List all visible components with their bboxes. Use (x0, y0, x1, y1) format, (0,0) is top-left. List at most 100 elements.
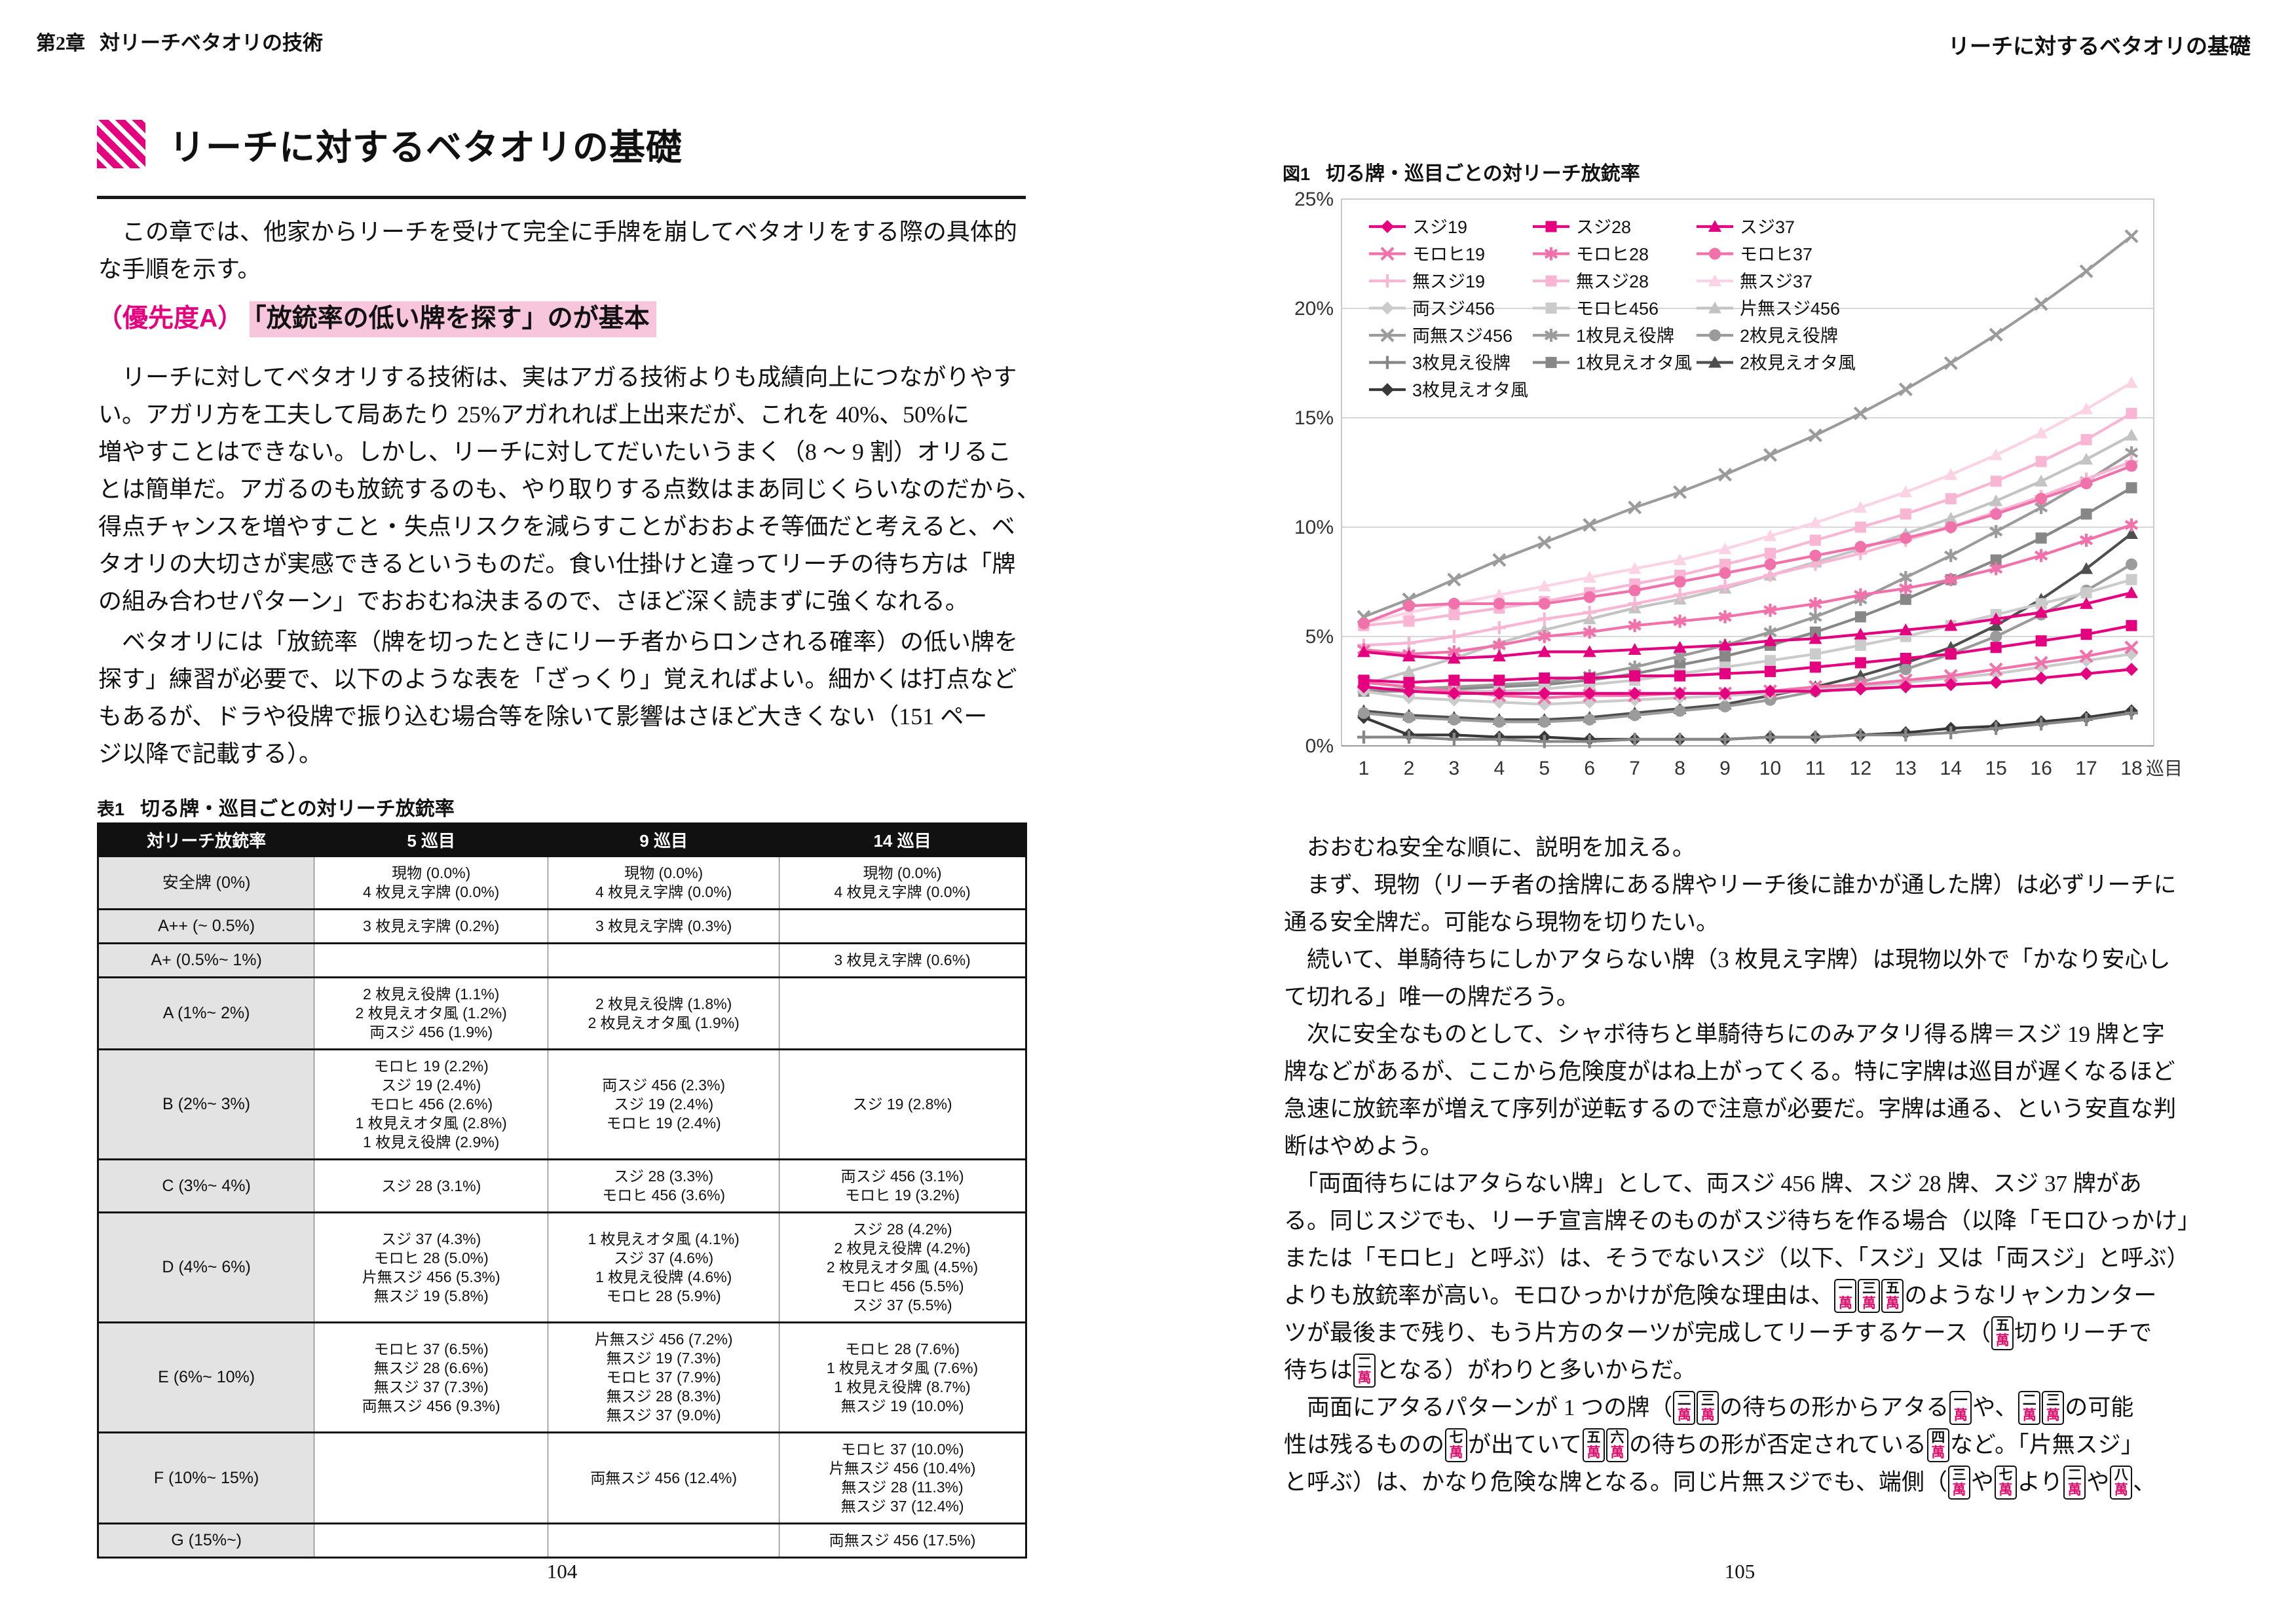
series-marker-3枚見え役牌 (1989, 722, 2003, 735)
legend-label-モロヒ456: モロヒ456 (1576, 299, 1659, 319)
y-tick-label: 0% (1305, 735, 1334, 757)
legend-marker-3枚見えオタ風 (1381, 383, 1394, 396)
table-value-cell: 両スジ 456 (3.1%) モロヒ 19 (3.2%) (779, 1158, 1026, 1213)
x-tick-label: 7 (1629, 758, 1640, 779)
series-marker-スジ37 (1402, 650, 1416, 662)
series-marker-モロヒ37 (1538, 597, 1550, 610)
series-marker-スジ19 (1537, 686, 1551, 700)
series-marker-モロヒ37 (1764, 558, 1776, 570)
x-axis-unit: 巡目 (2146, 758, 2183, 779)
tile-suit: 萬 (1862, 1295, 1876, 1311)
legend-label-モロヒ37: モロヒ37 (1740, 245, 1812, 265)
mahjong-tile-五萬: 五萬 (1582, 1428, 1605, 1462)
x-tick-label: 11 (1805, 758, 1826, 779)
series-marker-両無スジ456 (2079, 264, 2093, 278)
legend-marker-モロヒ456 (1545, 303, 1557, 314)
y-tick-label: 15% (1294, 407, 1334, 429)
series-marker-無スジ28 (1854, 521, 1866, 533)
series-marker-モロヒ456 (1809, 648, 1821, 660)
table-value-cell: スジ 37 (4.3%) モロヒ 28 (5.0%) 片無スジ 456 (5.3%)… (314, 1211, 549, 1323)
series-marker-無スジ28 (1764, 547, 1776, 559)
legend-label-モロヒ19: モロヒ19 (1412, 245, 1485, 265)
series-marker-1枚見え役牌 (1944, 549, 1958, 563)
series-marker-無スジ28 (1403, 616, 1415, 627)
text-line: 次に安全なものとして、シャボ待ちと単騎待ちにのみアタリ得る牌＝スジ 19 牌と字 (1284, 1016, 2201, 1053)
series-marker-モロヒ28 (1899, 581, 1913, 595)
table-value-cell: モロヒ 28 (7.6%) 1 枚見えオタ風 (7.6%) 1 枚見え役牌 (8.7… (779, 1321, 1026, 1433)
series-marker-片無スジ456 (1402, 665, 1416, 677)
series-marker-スジ37 (1357, 645, 1370, 657)
series-marker-モロヒ28 (2079, 534, 2093, 547)
text-segment: 次に安全なものとして、シャボ待ちと単騎待ちにのみアタリ得る牌＝スジ 19 牌と字 (1284, 1022, 2165, 1047)
text-segment: や (2086, 1469, 2110, 1495)
table-value-cell: 両無スジ 456 (12.4%) (548, 1431, 780, 1524)
series-line-無スジ28 (1363, 412, 2133, 627)
right-body-text: おおむね安全な順に、説明を加える。 まず、現物（リーチ者の捨牌にある牌やリーチ後… (1284, 829, 2201, 1501)
legend-label-2枚見えオタ風: 2枚見えオタ風 (1740, 354, 1856, 373)
series-marker-両スジ456 (1402, 691, 1416, 705)
table-row: C (3%~ 4%) スジ 28 (3.1%) スジ 28 (3.3%) モロヒ 45… (97, 1158, 1026, 1213)
series-marker-2枚見え役牌 (1402, 711, 1415, 724)
right-running-header: リーチに対するベタオリの基礎 (1948, 34, 2251, 58)
tile-suit: 萬 (2022, 1407, 2037, 1423)
x-tick-label: 9 (1719, 758, 1731, 779)
tile-number: 三 (1700, 1392, 1715, 1408)
series-marker-両無スジ456 (1718, 468, 1733, 482)
series-line-1枚見えオタ風 (1364, 487, 2133, 693)
text-line: 得点チャンスを増やすこと・失点リスクを減らすことがおおよそ等価だと考えると、ベ (98, 513, 1015, 540)
x-tick-label: 18 (2120, 758, 2142, 779)
series-marker-2枚見え役牌 (1448, 713, 1460, 726)
series-marker-無スジ28 (2126, 407, 2137, 419)
series-marker-1枚見え役牌 (1809, 610, 1822, 623)
series-marker-スジ19 (1628, 686, 1642, 700)
series-marker-無スジ37 (1944, 468, 1958, 480)
intro-paragraph: この章では、他家からリーチを受けて完全に手牌を崩してベタオリをする際の具体的 な手… (98, 213, 1031, 288)
series-marker-モロヒ28 (1989, 562, 2003, 576)
table-value-cell (548, 942, 780, 978)
tile-suit: 萬 (1449, 1444, 1463, 1460)
legend-marker-3枚見え役牌 (1381, 356, 1394, 369)
series-marker-スジ37 (2035, 606, 2048, 618)
text-segment: 続いて、単騎待ちにしかアタらない牌（3 枚見え字牌）は現物以外で「かなり安心し (1284, 947, 2171, 972)
series-marker-無スジ28 (1900, 508, 1911, 520)
series-marker-スジ19 (2035, 671, 2048, 685)
text-line: て切れる」唯一の牌だろう。 (1284, 978, 2201, 1016)
mahjong-tile-一萬: 一萬 (1949, 1390, 1972, 1425)
series-marker-無スジ19 (1763, 568, 1777, 582)
series-marker-3枚見え役牌 (1899, 728, 1913, 742)
series-marker-無スジ37 (1989, 448, 2003, 460)
table-value-cell: モロヒ 19 (2.2%) スジ 19 (2.4%) モロヒ 456 (2.6%) 1… (314, 1048, 549, 1160)
series-marker-無スジ28 (1809, 534, 1821, 546)
text-segment: よりも放銃率が高い。モロひっかけが危険な理由は、 (1284, 1283, 1834, 1308)
series-marker-スジ28 (1584, 672, 1596, 684)
series-marker-無スジ19 (1628, 597, 1642, 610)
series-marker-無スジ37 (1402, 606, 1416, 618)
right-page: リーチに対するベタオリの基礎 図1 切る牌・巡目ごとの対リーチ放銃率 0% 5% 10… (1145, 0, 2290, 1624)
series-marker-無スジ37 (1718, 542, 1732, 555)
series-marker-モロヒ37 (1628, 584, 1641, 597)
table-value-cell: 2 枚見え役牌 (1.1%) 2 枚見えオタ風 (1.2%) 両スジ 456 (1.… (314, 976, 549, 1050)
text-segment: 通る安全牌だ。可能なら現物を切りたい。 (1284, 910, 1719, 935)
tile-suit: 萬 (1885, 1295, 1900, 1311)
legend-label-モロヒ28: モロヒ28 (1576, 245, 1649, 265)
series-marker-モロヒ28 (1673, 614, 1687, 628)
legend-label-両スジ456: 両スジ456 (1412, 299, 1495, 319)
series-marker-両無スジ456 (1673, 485, 1687, 500)
series-marker-スジ28 (1448, 674, 1460, 686)
table-row: A++ (~ 0.5%) 3 枚見え字牌 (0.2%) 3 枚見え字牌 (0.3%) (97, 908, 1026, 944)
text-segment: や、 (1972, 1395, 2018, 1420)
series-marker-モロヒ37 (1402, 600, 1415, 612)
mahjong-tile-二萬: 二萬 (1353, 1353, 1376, 1388)
series-marker-1枚見えオタ風 (1900, 593, 1911, 605)
series-marker-モロヒ37 (1945, 521, 1957, 533)
mahjong-tile-四萬: 四萬 (1926, 1428, 1949, 1462)
series-marker-モロヒ37 (1719, 567, 1731, 580)
legend-label-3枚見え役牌: 3枚見え役牌 (1412, 354, 1511, 373)
text-segment: 待ちは (1284, 1357, 1353, 1383)
tile-number: 八 (2114, 1466, 2128, 1483)
series-marker-3枚見え役牌 (2125, 706, 2138, 720)
series-marker-スジ28 (1945, 648, 1957, 660)
series-marker-スジ37 (1899, 623, 1913, 635)
text-line: タオリの大切さが実感できるというものだ。食い仕掛けと違ってリーチの待ち方は「牌 (98, 551, 1016, 577)
series-marker-両無スジ456 (1989, 327, 2003, 342)
